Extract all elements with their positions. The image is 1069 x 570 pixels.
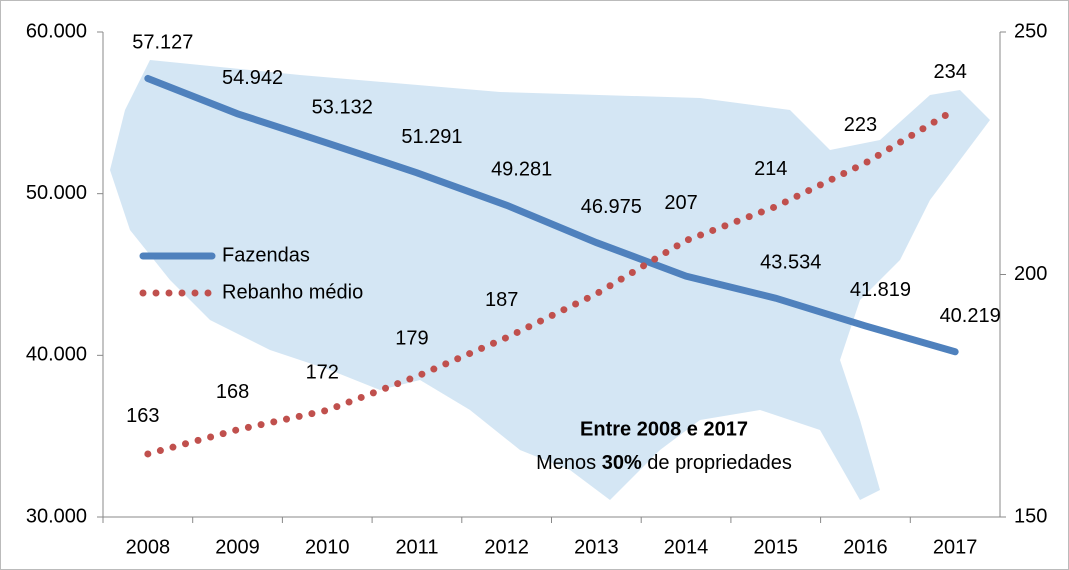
annotation-title: Entre 2008 e 2017 (580, 418, 748, 440)
y2-tick-label: 250 (1014, 20, 1047, 42)
annotation-part: Menos (536, 452, 602, 474)
y2-tick-label: 150 (1014, 505, 1047, 527)
x-tick-label: 2008 (126, 536, 171, 558)
annotation: Entre 2008 e 2017 Menos 30% de proprieda… (536, 418, 792, 474)
data-label: 53.132 (312, 96, 373, 118)
data-label: 51.291 (401, 126, 462, 148)
annotation-text: Menos 30% de propriedades (536, 452, 792, 474)
data-label: 46.975 (581, 196, 642, 218)
annotation-part: 30% (602, 452, 642, 474)
x-tick-label: 2017 (933, 536, 978, 558)
x-tick-label: 2011 (395, 536, 438, 558)
x-tick-label: 2014 (664, 536, 709, 558)
background-map (110, 60, 990, 500)
data-label: 234 (933, 61, 966, 83)
y-tick-label: 50.000 (26, 182, 87, 204)
data-label: 223 (844, 114, 877, 136)
x-tick-label: 2015 (754, 536, 799, 558)
data-label: 49.281 (491, 159, 552, 181)
data-label: 168 (216, 381, 249, 403)
x-tick-label: 2012 (484, 536, 529, 558)
x-tick-label: 2009 (215, 536, 260, 558)
annotation-part: de propriedades (642, 452, 792, 474)
data-label: 54.942 (222, 67, 283, 89)
series-line (144, 74, 959, 356)
data-label: 163 (126, 405, 159, 427)
data-label: 43.534 (760, 251, 821, 273)
data-label: 207 (664, 192, 697, 214)
y-tick-label: 40.000 (26, 344, 87, 366)
data-label: 214 (754, 158, 787, 180)
y-tick-label: 30.000 (26, 505, 87, 527)
series-line (144, 106, 959, 458)
legend-label: Fazendas (222, 244, 310, 266)
data-label: 41.819 (850, 279, 911, 301)
x-tick-label: 2013 (574, 536, 619, 558)
data-label: 57.127 (132, 32, 193, 54)
data-label: 187 (485, 289, 518, 311)
y-tick-label: 60.000 (26, 20, 87, 42)
data-label: 172 (306, 362, 339, 384)
y2-tick-label: 200 (1014, 263, 1047, 285)
data-label: 179 (395, 328, 428, 350)
x-tick-label: 2010 (305, 536, 350, 558)
x-tick-label: 2016 (843, 536, 888, 558)
legend-label: Rebanho médio (222, 281, 363, 303)
data-label: 40.219 (940, 305, 1001, 327)
